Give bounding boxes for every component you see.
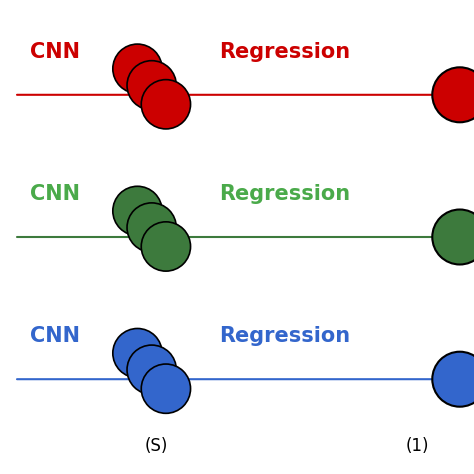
- Text: (S): (S): [145, 437, 168, 455]
- Circle shape: [141, 222, 191, 271]
- Text: CNN: CNN: [29, 184, 80, 204]
- Circle shape: [127, 345, 176, 394]
- Circle shape: [113, 44, 162, 93]
- Circle shape: [432, 352, 474, 407]
- Text: (1): (1): [405, 437, 429, 455]
- Text: CNN: CNN: [29, 42, 80, 62]
- Circle shape: [113, 186, 162, 236]
- Text: Regression: Regression: [219, 42, 350, 62]
- Circle shape: [127, 203, 176, 252]
- Text: Regression: Regression: [219, 184, 350, 204]
- Text: Regression: Regression: [219, 326, 350, 346]
- Circle shape: [113, 328, 162, 378]
- Circle shape: [432, 67, 474, 122]
- Text: CNN: CNN: [29, 326, 80, 346]
- Circle shape: [141, 364, 191, 413]
- Circle shape: [127, 61, 176, 110]
- Circle shape: [432, 210, 474, 264]
- Circle shape: [141, 80, 191, 129]
